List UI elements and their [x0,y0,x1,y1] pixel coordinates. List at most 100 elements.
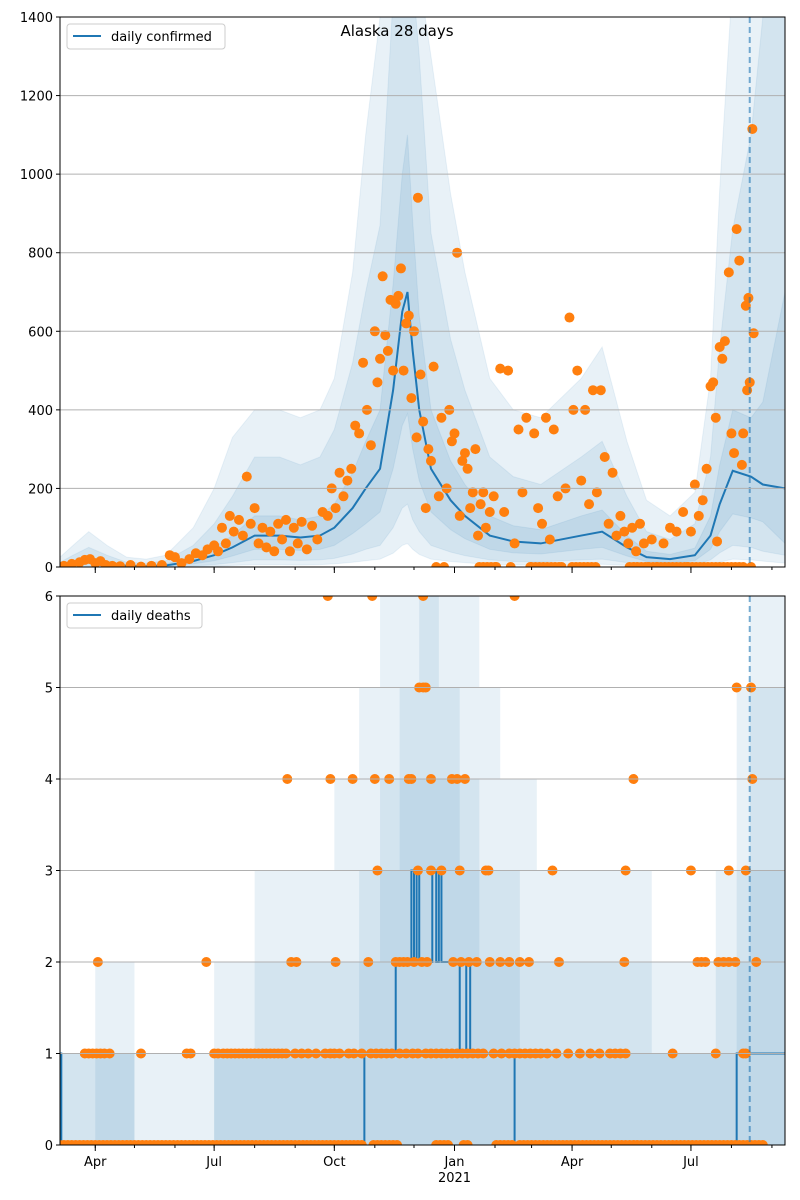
observed-point [627,522,638,533]
observed-point [375,353,386,364]
observed-point [499,507,510,517]
observed-point [135,561,146,567]
observed-point [736,459,747,470]
observed-point [372,377,383,388]
observed-point [277,534,288,545]
y-tick-label: 2 [45,956,53,971]
x-tick-label: Apr [84,1155,107,1170]
confidence-band-2 [60,134,785,567]
observed-point [446,436,457,447]
observed-point [401,318,412,329]
observed-point [307,520,318,531]
observed-point [590,562,601,567]
observed-point [693,510,704,521]
observed-point [607,467,618,478]
observed-point [743,292,754,303]
observed-point [403,310,414,321]
observed-point [462,463,473,474]
observed-point [552,491,563,502]
observed-point [253,538,264,549]
y-tick-label: 0 [45,1139,53,1154]
observed-point [380,330,391,341]
observed-point [509,596,520,601]
observed-point [292,538,303,549]
observed-point [757,1140,768,1145]
y-tick-label: 6 [45,590,53,605]
observed-point [548,424,559,435]
observed-point [442,1140,453,1145]
observed-point [738,562,749,567]
observed-point [354,428,365,439]
observed-point [537,518,548,529]
observed-point [428,361,439,372]
observed-point [350,420,361,431]
observed-point [241,471,252,482]
x-tick-label: Jul [205,1155,222,1170]
observed-point [342,475,353,486]
observed-point [731,224,742,235]
observed-point [390,298,401,309]
observed-point [245,518,256,529]
observed-point [638,538,649,549]
observed-point [748,328,759,339]
observed-point [433,491,444,502]
observed-point [576,475,587,486]
observed-point [334,467,345,478]
observed-point [439,562,450,567]
observed-point [701,463,712,474]
observed-point [619,526,630,537]
observed-point [213,546,224,557]
chart-title: Alaska 28 days [340,22,453,40]
observed-point [457,455,468,466]
observed-point [296,516,307,527]
observed-point [615,510,626,521]
axes-frame [59,16,786,568]
observed-point [398,365,409,376]
observed-point [459,448,470,459]
observed-point [697,495,708,506]
confirmed-chart: 0 200 400 600 800 1000 1200 1400 [20,11,786,576]
observed-point [635,518,645,529]
observed-point [467,487,478,498]
observed-point [228,526,239,537]
observed-point [529,428,540,439]
observed-point [107,560,118,567]
observed-point [623,538,634,549]
observed-point [415,369,426,380]
observed-point [495,363,506,374]
y-tick-label: 0 [45,561,53,576]
observed-point [224,510,235,521]
observed-point [513,424,524,435]
observed-point [564,312,575,323]
observed-point [685,526,696,537]
observed-point [729,448,740,459]
observed-point [393,290,404,301]
observed-point [425,455,436,466]
confidence-band-1 [60,17,785,567]
observed-point [682,562,693,567]
y-tick-label: 200 [28,482,53,497]
observed-point [544,534,555,545]
observed-point [509,538,520,549]
y-tick-label: 600 [28,325,53,340]
observed-point [423,444,434,455]
observed-point [216,522,227,533]
observed-point [689,479,700,490]
observed-point [288,522,299,533]
observed-point [322,510,333,521]
observed-point [125,560,136,567]
observed-point [717,353,728,364]
observed-point [265,526,276,537]
y-tick-label: 3 [45,865,53,880]
observed-point [572,365,583,376]
observed-point [176,558,187,567]
observed-point [462,1140,473,1145]
observed-point [220,538,231,549]
observed-point [356,1140,367,1145]
observed-point [249,503,260,514]
plot-area [60,17,785,567]
observed-point [436,412,447,423]
observed-point [556,562,567,567]
